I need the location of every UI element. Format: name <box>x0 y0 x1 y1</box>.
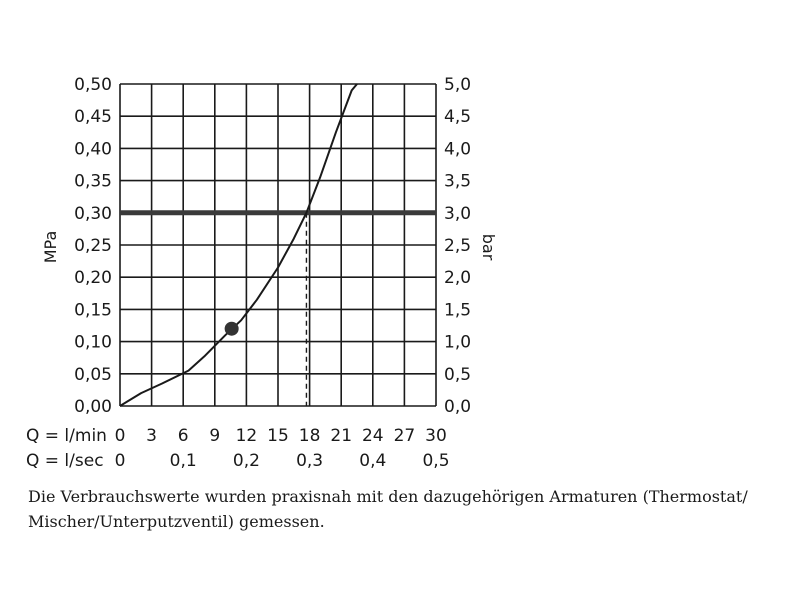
y-tick-left: 0,50 <box>74 75 112 95</box>
y-tick-right: 4,0 <box>444 139 471 159</box>
y-tick-right: 3,0 <box>444 204 471 224</box>
x-axis-row-label: Q = l/min <box>26 426 107 446</box>
x-tick: 0,1 <box>170 451 197 471</box>
x-tick: 6 <box>178 426 189 446</box>
y-tick-left: 0,35 <box>74 172 112 192</box>
y-tick-right: 2,5 <box>444 236 471 256</box>
x-tick: 0,5 <box>422 451 449 471</box>
flow-pressure-chart: 0,000,050,100,150,200,250,300,350,400,45… <box>26 75 498 471</box>
x-tick: 15 <box>267 426 289 446</box>
x-tick: 0,2 <box>233 451 260 471</box>
y-tick-right: 0,5 <box>444 365 471 385</box>
y-tick-left: 0,10 <box>74 333 112 353</box>
y-tick-right: 5,0 <box>444 75 471 95</box>
y-tick-left: 0,20 <box>74 268 112 288</box>
x-tick: 12 <box>236 426 258 446</box>
y-axis-label-left: MPa <box>41 231 60 264</box>
y-axis-label-right: bar <box>479 234 498 261</box>
y-tick-left: 0,25 <box>74 236 112 256</box>
curve-series <box>119 83 358 407</box>
x-tick: 0,4 <box>359 451 386 471</box>
caption-line-2: Mischer/Unterputzventil) gemessen. <box>28 512 325 531</box>
y-tick-left: 0,30 <box>74 204 112 224</box>
y-tick-right: 0,0 <box>444 397 471 417</box>
x-tick: 0 <box>115 451 126 471</box>
x-axis-row-label: Q = l/sec <box>26 451 104 471</box>
y-tick-left: 0,45 <box>74 107 112 127</box>
chart-grid <box>119 83 437 407</box>
x-tick: 24 <box>362 426 384 446</box>
caption: Die Verbrauchswerte wurden praxisnah mit… <box>28 484 768 534</box>
operating-point-marker <box>224 321 239 336</box>
series-curve <box>119 83 358 407</box>
y-tick-left: 0,40 <box>74 139 112 159</box>
y-ticks-left: 0,00 0,05 0,10 0,15 0,20 0,25 0,30 0,35 0,40 0,45… <box>74 75 112 417</box>
x-tick: 3 <box>146 426 157 446</box>
x-tick: 30 <box>425 426 447 446</box>
x-tick: 9 <box>209 426 220 446</box>
y-tick-left: 0,15 <box>74 300 112 320</box>
y-ticks-right: 0,0 0,5 1,0 1,5 2,0 2,5 3,0 3,5 4,0 4,5 5,0 <box>444 75 471 417</box>
y-tick-right: 3,5 <box>444 172 471 192</box>
y-tick-right: 1,5 <box>444 300 471 320</box>
x-tick: 0 <box>115 426 126 446</box>
x-tick: 21 <box>330 426 352 446</box>
y-tick-right: 2,0 <box>444 268 471 288</box>
x-tick: 18 <box>299 426 321 446</box>
caption-line-1: Die Verbrauchswerte wurden praxisnah mit… <box>28 487 748 506</box>
x-tick: 0,3 <box>296 451 323 471</box>
y-tick-left: 0,05 <box>74 365 112 385</box>
y-tick-left: 0,00 <box>74 397 112 417</box>
x-tick: 27 <box>394 426 416 446</box>
y-tick-right: 1,0 <box>444 333 471 353</box>
reference-lines <box>120 210 436 406</box>
x-ticks: Q = l/min 0 3 6 9 12 15 18 21 24 27 30 Q = l/sec 0 0,1… <box>26 426 450 471</box>
y-tick-right: 4,5 <box>444 107 471 127</box>
